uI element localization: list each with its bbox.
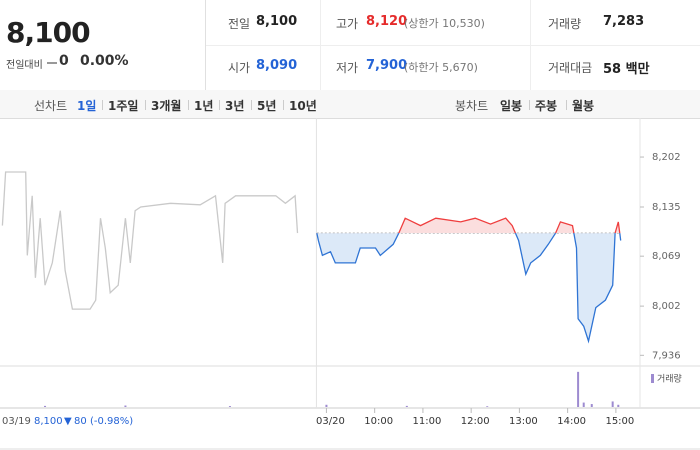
x-tick-label: 03/20 [316, 416, 345, 427]
y-tick-label: 8,069 [652, 251, 681, 262]
y-tick-label: 7,936 [652, 350, 681, 361]
tab-separator [283, 100, 284, 110]
volume-bar [582, 402, 585, 407]
info-value: 58 백만 [603, 62, 650, 77]
col-divider [530, 0, 531, 90]
change-label: 전일대비 [6, 60, 43, 71]
volume-bar [228, 406, 231, 407]
volume-bar [577, 371, 580, 407]
x-tick-label: 14:00 [557, 416, 586, 427]
x-tick-label: 12:00 [461, 416, 490, 427]
chart: 03/19 8,100 ▼ 80 (-0.98%) 8,202 8,135 8,06… [0, 118, 700, 450]
volume-legend-swatch [651, 374, 654, 383]
tab-separator [188, 100, 189, 110]
period-tab[interactable]: 주봉 [535, 99, 558, 113]
y-tick-label: 8,002 [652, 301, 681, 312]
y-tick-label: 8,135 [652, 202, 681, 213]
tab-separator [529, 100, 530, 110]
quote-panel: 8,100 전일대비 0 0.00% 전일 8,100 고가 8,120 (상한가 10… [0, 0, 700, 91]
tab-group-label: 선차트 [34, 99, 68, 113]
info-label: 저가 [336, 61, 359, 75]
period-tab[interactable]: 일봉 [500, 99, 523, 113]
volume-bar [590, 404, 593, 407]
x-tick-label: 11:00 [413, 416, 442, 427]
volume-bar [611, 401, 614, 407]
price-line-up [316, 217, 621, 234]
tab-bar: 선차트 봉차트 1일 1주일 3개월 1년 3년 5년 10년 일봉 주봉 월봉 [0, 90, 700, 119]
info-label: 시가 [228, 61, 251, 75]
info-label: 고가 [336, 17, 359, 31]
row-divider [206, 45, 700, 46]
period-tab[interactable]: 1주일 [108, 99, 139, 113]
footer-rate: (-0.98%) [90, 416, 133, 427]
info-label: 거래대금 [548, 61, 593, 75]
y-tick-label: 8,202 [652, 152, 681, 163]
price-line [1, 171, 299, 310]
footer-close: 8,100 [34, 416, 63, 427]
change: 0 [59, 53, 69, 69]
x-tick-label: 10:00 [364, 416, 393, 427]
info-note: (하한가 5,670) [404, 61, 478, 74]
info-value: 8,100 [256, 14, 298, 29]
volume-bar [124, 405, 127, 407]
volume-bar [44, 405, 47, 407]
period-tab[interactable]: 1일 [77, 99, 97, 113]
area-up [398, 218, 620, 234]
price-line-down [316, 233, 622, 344]
info-label: 전일 [228, 17, 251, 31]
info-value: 8,090 [256, 58, 298, 73]
down-icon: ▼ [64, 416, 72, 427]
period-tab[interactable]: 3년 [225, 99, 245, 113]
volume-bar [617, 404, 620, 407]
period-tab[interactable]: 5년 [257, 99, 277, 113]
info-note: (상한가 10,530) [404, 17, 485, 30]
quote-box: 8,100 전일대비 0 0.00% [0, 0, 206, 90]
footer-change: 80 [74, 416, 87, 427]
period-tab[interactable]: 1년 [194, 99, 214, 113]
volume-legend: 거래량 [657, 373, 682, 385]
x-tick-label: 15:00 [605, 416, 634, 427]
period-tab[interactable]: 3개월 [151, 99, 182, 113]
info-label: 거래량 [548, 17, 582, 31]
period-tab[interactable]: 10년 [289, 99, 317, 113]
volume-bar [486, 406, 489, 407]
price: 8,100 [6, 16, 91, 49]
volume-bar [405, 405, 408, 407]
x-tick-label: 13:00 [509, 416, 538, 427]
footer-date: 03/19 [2, 416, 31, 427]
change-rate: 0.00% [80, 53, 129, 69]
tab-separator [219, 100, 220, 110]
volume-bar [325, 404, 328, 407]
tab-separator [566, 100, 567, 110]
period-tab[interactable]: 월봉 [572, 99, 595, 113]
tab-separator [102, 100, 103, 110]
info-value: 7,900 [366, 58, 408, 73]
tab-group-label: 봉차트 [455, 99, 489, 113]
tab-separator [145, 100, 146, 110]
tab-separator [251, 100, 252, 110]
info-value: 7,283 [603, 14, 645, 29]
col-divider [320, 0, 321, 90]
flat-icon [47, 62, 57, 64]
info-value: 8,120 [366, 14, 408, 29]
